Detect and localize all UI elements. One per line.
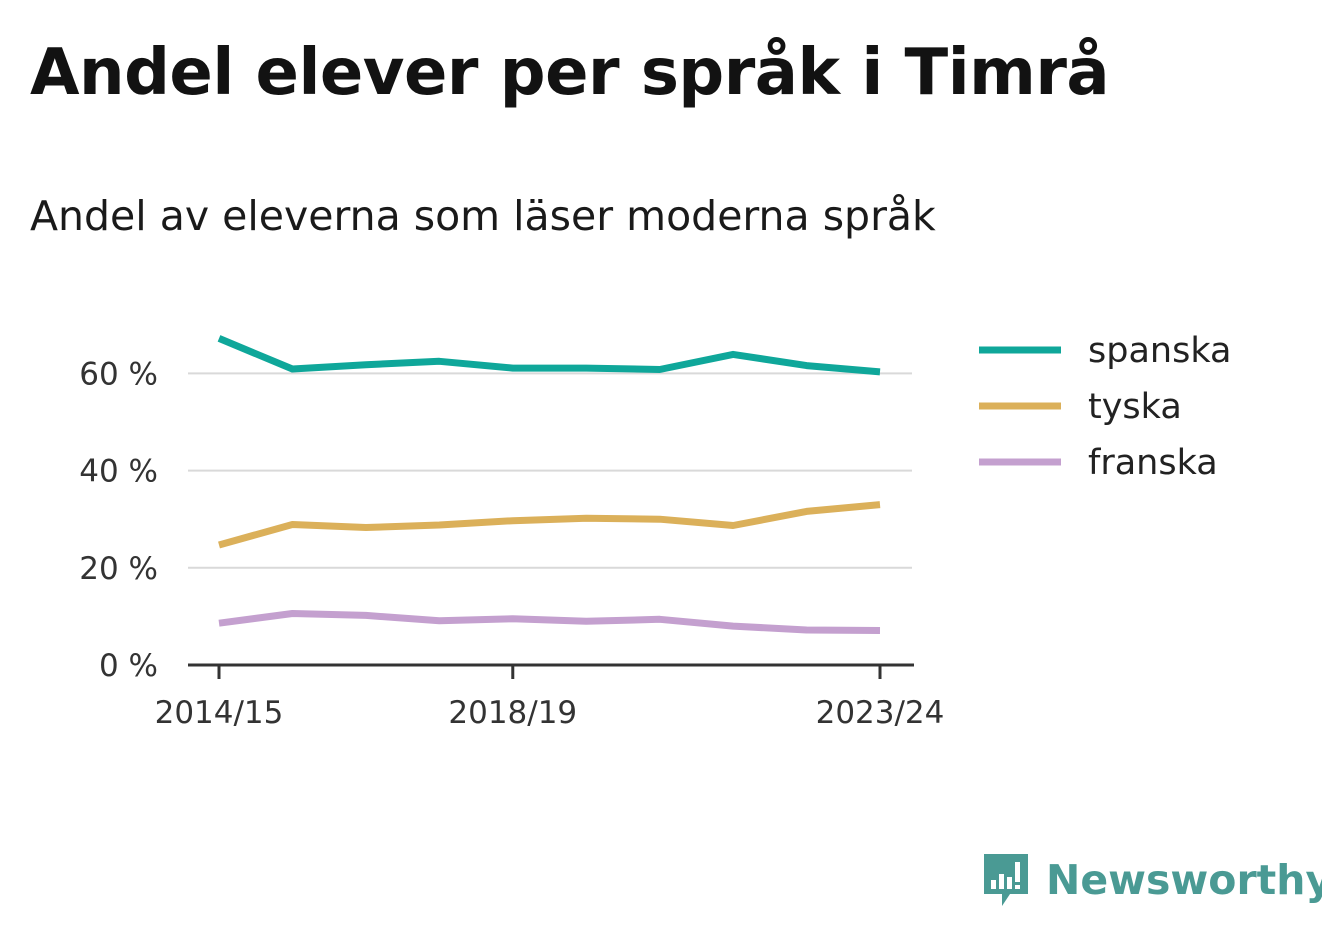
series-line-tyska — [218, 501, 881, 549]
series-lines — [217, 335, 881, 634]
brand-logo: Newsworthy — [980, 850, 1322, 910]
legend-label-spanska: spanska — [1088, 331, 1231, 371]
y-axis: 0 % 20 % 40 % 60 % — [79, 356, 158, 684]
y-tick-label: 40 % — [79, 454, 158, 490]
newsworthy-logo-icon — [984, 854, 1028, 906]
y-tick-label: 60 % — [79, 356, 158, 392]
chart-title: Andel elever per språk i Timrå — [30, 36, 1110, 110]
chart-subtitle: Andel av eleverna som läser moderna språ… — [30, 192, 936, 240]
y-tick-label: 0 % — [99, 648, 158, 684]
x-tick-label: 2014/15 — [155, 695, 284, 731]
series-line-spanska — [217, 335, 881, 376]
series-line-franska — [218, 610, 881, 634]
x-axis: 2014/15 2018/19 2023/24 — [155, 663, 945, 731]
x-tick-label: 2023/24 — [816, 695, 945, 731]
x-tick-label: 2018/19 — [448, 695, 577, 731]
line-chart: 0 % 20 % 40 % 60 % 2014/15 2018/19 2023/24 sp… — [79, 331, 1231, 731]
brand-name: Newsworthy — [1046, 856, 1322, 904]
y-tick-label: 20 % — [79, 551, 158, 587]
legend: spanska tyska franska — [979, 331, 1231, 483]
legend-label-franska: franska — [1088, 443, 1218, 483]
grid-lines — [188, 372, 912, 569]
legend-label-tyska: tyska — [1088, 387, 1182, 427]
